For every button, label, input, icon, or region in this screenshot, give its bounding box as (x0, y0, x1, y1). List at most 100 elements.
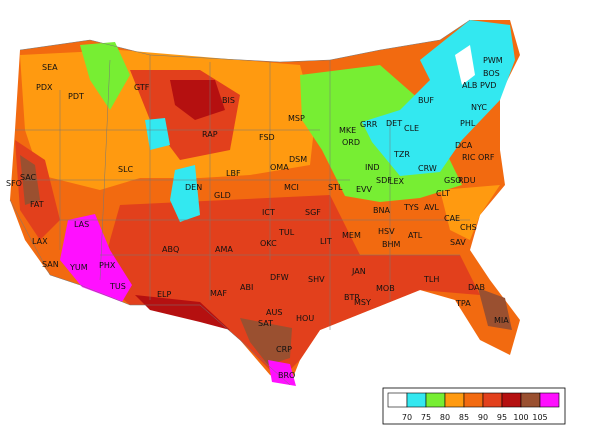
station-label: BIS (222, 96, 235, 105)
legend-swatch (463, 392, 484, 408)
station-label: DAB (468, 283, 485, 292)
station-label: ATL (408, 231, 423, 240)
state-lines (9, 19, 471, 386)
legend-swatch (387, 392, 408, 408)
station-label: ABI (240, 283, 253, 292)
station-label: LBF (226, 169, 241, 178)
station-label: CRW (418, 164, 437, 173)
station-label: LEX (389, 177, 405, 186)
station-label: TZR (393, 150, 410, 159)
station-label: ORD (342, 138, 360, 147)
station-label: MSP (288, 114, 305, 123)
station-label: NYC (471, 103, 487, 112)
station-label: GRR (360, 120, 378, 129)
station-label: ORF (478, 153, 495, 162)
station-label: OKC (260, 239, 277, 248)
legend-label: 95 (497, 413, 507, 422)
station-label: HOU (296, 314, 314, 323)
station-label: LAS (74, 220, 89, 229)
legend-label: 85 (459, 413, 469, 422)
station-label: CLT (436, 189, 450, 198)
station-label: CHS (460, 223, 477, 232)
station-label: SEA (42, 63, 58, 72)
station-label: RDU (458, 176, 476, 185)
station-label: TUL (278, 228, 295, 237)
station-label: MKE (339, 126, 356, 135)
station-label: DEN (185, 183, 202, 192)
station-label: EVV (356, 185, 373, 194)
station-label: GTF (134, 83, 150, 92)
station-label: OMA (270, 163, 289, 172)
legend-label: 70 (402, 413, 412, 422)
station-label: MAF (210, 289, 227, 298)
station-label: BUF (418, 96, 434, 105)
legend-swatch (482, 392, 503, 408)
legend-swatch (501, 392, 522, 408)
station-label: SFO (6, 179, 22, 188)
station-label: PVD (480, 81, 496, 90)
legend-swatch (406, 392, 427, 408)
station-label: ALB (462, 81, 477, 90)
station-label: LAX (32, 237, 48, 246)
station-label: CAE (444, 214, 460, 223)
station-label: MCI (284, 183, 299, 192)
station-label: BTR (344, 293, 360, 302)
station-label: ELP (157, 290, 172, 299)
station-label: DFW (270, 273, 289, 282)
station-label: BOS (483, 69, 500, 78)
legend-label: 75 (421, 413, 431, 422)
station-label: FSD (259, 133, 275, 142)
legend: 70 75 80 85 90 95 100 105 (382, 387, 566, 425)
legend-label: 80 (440, 413, 450, 422)
station-label: BHM (382, 240, 401, 249)
station-label: CLE (404, 124, 419, 133)
station-label: AUS (266, 308, 282, 317)
legend-swatch (539, 392, 560, 408)
legend-label: 90 (478, 413, 488, 422)
station-label: PWM (483, 56, 503, 65)
station-label: PHL (460, 119, 476, 128)
station-label: IND (365, 163, 380, 172)
station-label: TYS (403, 203, 419, 212)
station-label: DET (386, 119, 402, 128)
legend-swatch (444, 392, 465, 408)
station-label: ABQ (162, 245, 179, 254)
station-label: JAN (351, 267, 366, 276)
station-label: DSM (289, 155, 307, 164)
legend-swatch (425, 392, 446, 408)
station-label: PDT (68, 92, 84, 101)
station-label: YUM (69, 263, 88, 272)
station-label: MSY (354, 298, 371, 307)
station-label: ICT (262, 208, 275, 217)
station-label: PDX (36, 83, 53, 92)
station-label: SHV (308, 275, 325, 284)
station-label: GLD (214, 191, 231, 200)
station-label: SAT (258, 319, 273, 328)
station-label: TPA (455, 299, 471, 308)
station-label: AVL (424, 203, 439, 212)
station-label: PHX (99, 261, 116, 270)
station-label: SAN (42, 260, 59, 269)
station-label: SDF (376, 176, 392, 185)
station-label: GSO (444, 176, 462, 185)
station-label: AMA (215, 245, 233, 254)
station-label: HSV (378, 227, 395, 236)
station-label: SGF (305, 208, 321, 217)
station-label: CRP (276, 345, 292, 354)
legend-label: 105 (532, 413, 547, 422)
station-label: SAV (450, 238, 466, 247)
station-label: FAT (30, 200, 44, 209)
station-label: SAC (20, 173, 37, 182)
station-label: TUS (109, 282, 126, 291)
station-label: BRO (278, 371, 295, 380)
legend-swatch (520, 392, 541, 408)
station-label: MIA (494, 316, 509, 325)
station-label: LIT (320, 237, 332, 246)
station-label: STL (328, 183, 343, 192)
station-label: MOB (376, 284, 395, 293)
station-label: TLH (423, 275, 439, 284)
station-label: RIC (462, 153, 476, 162)
station-label: DCA (455, 141, 473, 150)
